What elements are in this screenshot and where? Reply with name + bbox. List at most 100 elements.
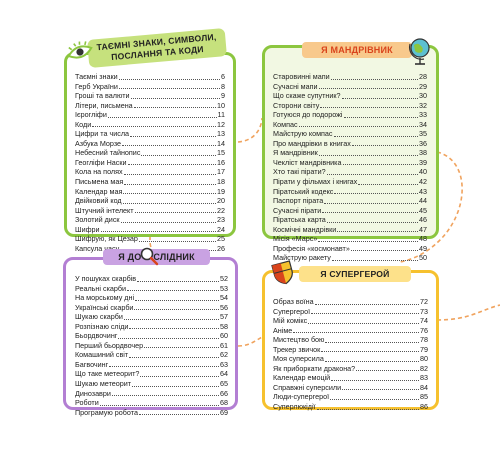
toc-entry-page: 35 (419, 129, 427, 139)
connector-secret-to-traveler (237, 117, 263, 143)
toc-entry: Професія «космонавт» 49 (273, 244, 427, 254)
toc-entry: Про мандрівки в книгах 36 (273, 139, 427, 149)
toc-entry: Програмую робота 69 (75, 408, 228, 418)
toc-entry-page: 18 (217, 177, 225, 187)
dot-leader (138, 414, 219, 416)
dot-leader (99, 404, 219, 406)
toc-entry: Трекер звичок 79 (273, 345, 428, 355)
dot-leader (322, 212, 418, 214)
toc-entry: Коди 12 (75, 120, 225, 130)
toc-entry-title: Шукаю метеорит (75, 379, 132, 389)
dot-leader (343, 116, 418, 118)
toc-entry-page: 11 (217, 110, 225, 120)
toc-entry-page: 74 (420, 316, 428, 326)
toc-entry-title: Компас (273, 119, 298, 129)
connector-hero-exit (436, 304, 500, 321)
toc-entry-title: Місія «Марс» (273, 234, 318, 244)
toc-entry: Календар емоцій 83 (273, 373, 428, 383)
dot-leader (111, 395, 219, 397)
toc-entry-title: Небесний тайнопис (75, 148, 141, 158)
toc-entry-page: 68 (220, 398, 228, 408)
dot-leader (132, 385, 219, 387)
toc-entry-page: 29 (419, 81, 427, 91)
toc-entry-page: 56 (220, 302, 228, 312)
dot-leader (331, 379, 419, 381)
toc-entry-title: Трекер звичок (273, 344, 321, 354)
toc-entry-page: 15 (217, 148, 225, 158)
toc-entry: Азбука Морзе 14 (75, 139, 225, 149)
toc-entry-page: 12 (217, 119, 225, 129)
toc-entry-page: 79 (420, 344, 428, 354)
toc-entry-title: Старовинні мапи (273, 72, 330, 81)
section-traveler: Старовинні мапи 28 Сучасні мапи 29 Що скаже … (262, 45, 439, 262)
toc-entry-title: Українські скарби (75, 302, 134, 312)
toc-entry-title: Космічні мандрівки (273, 224, 337, 234)
dot-leader (350, 250, 418, 252)
toc-entry-page: 66 (220, 388, 228, 398)
dot-leader (293, 332, 419, 334)
toc-entry-title: Аніме (273, 325, 293, 335)
dot-leader (124, 183, 216, 185)
dot-leader (298, 126, 418, 128)
toc-entry: Що скаже супутник? 30 (273, 91, 427, 101)
toc-entry-page: 6 (221, 72, 225, 81)
toc-entry-title: Геогліфи Наски (75, 157, 127, 167)
toc-entry-page: 19 (217, 186, 225, 196)
toc-entry-title: Штучний інтелект (75, 205, 134, 215)
toc-entry-page: 20 (217, 196, 225, 206)
dot-leader (308, 322, 419, 324)
dot-leader (129, 356, 219, 358)
dot-leader (358, 183, 418, 185)
toc-entry-page: 39 (419, 157, 427, 167)
toc-entry: Двійковий код 20 (75, 196, 225, 206)
dot-leader (330, 399, 419, 401)
toc-entry: Золотий диск 23 (75, 215, 225, 225)
dot-leader (123, 174, 216, 176)
dot-leader (127, 290, 219, 292)
toc-entry-page: 61 (220, 340, 228, 350)
toc-entry: Герб України 8 (75, 82, 225, 92)
toc-entry: Космічні мандрівки 47 (273, 225, 427, 235)
toc-entry: Як приборкати дракона? 82 (273, 364, 428, 374)
toc-entry-page: 17 (217, 167, 225, 177)
toc-entry: Місія «Марс» 48 (273, 234, 427, 244)
dot-leader (314, 303, 419, 305)
toc-entry-title: Золотий диск (75, 215, 120, 225)
toc-entry: Сучасні пірати 45 (273, 206, 427, 216)
toc-entry: Динозаври 66 (75, 389, 228, 399)
toc-entry-title: Піратська карта (273, 215, 326, 225)
toc-entry: Літери, письмена 10 (75, 101, 225, 111)
toc-entry: Розпізнаю сліди 58 (75, 322, 228, 332)
dot-leader (318, 240, 418, 242)
explorer-header: Я ДО СЛІДНИК (103, 249, 210, 265)
dot-leader (118, 88, 220, 90)
toc-entry-title: Програмую робота (75, 407, 138, 417)
toc-entry-page: 44 (419, 196, 427, 206)
toc-entry-title: Таємні знаки (75, 72, 118, 81)
dot-leader (140, 376, 219, 378)
dot-leader (330, 78, 418, 80)
toc-entry: Старовинні мапи 28 (273, 72, 427, 82)
section-superhero: Образ воїна 72 Супергерої 73 Мій комікс 74 Ані… (262, 270, 439, 412)
dot-leader (144, 347, 219, 349)
toc-entry: Гроші та валюти 9 (75, 91, 225, 101)
explorer-list: У пошуках скарбів 52 Реальні скарби 53 На мо… (75, 274, 228, 417)
toc-entry: Піратська карта 46 (273, 215, 427, 225)
toc-entry: Суперлюкідії 86 (273, 402, 428, 412)
toc-entry-title: Комашиний світ (75, 350, 129, 360)
explorer-title-part2: СЛІДНИК (153, 252, 195, 262)
toc-entry-title: Суперлюкідії (273, 402, 316, 412)
toc-entry-page: 28 (419, 72, 427, 81)
dot-leader (130, 97, 220, 99)
toc-entry-title: Хто такі пірати? (273, 167, 326, 177)
toc-entry-title: Сторони світу (273, 100, 320, 110)
toc-entry-page: 69 (220, 407, 228, 417)
toc-entry-page: 46 (419, 215, 427, 225)
toc-entry-title: Коди (75, 119, 92, 129)
toc-entry: Пірати у фільмах і книгах 42 (273, 177, 427, 187)
toc-entry-page: 80 (420, 354, 428, 364)
toc-entry: Небесний тайнопис 15 (75, 148, 225, 158)
toc-entry-title: Герб України (75, 81, 118, 91)
toc-entry-page: 85 (420, 392, 428, 402)
